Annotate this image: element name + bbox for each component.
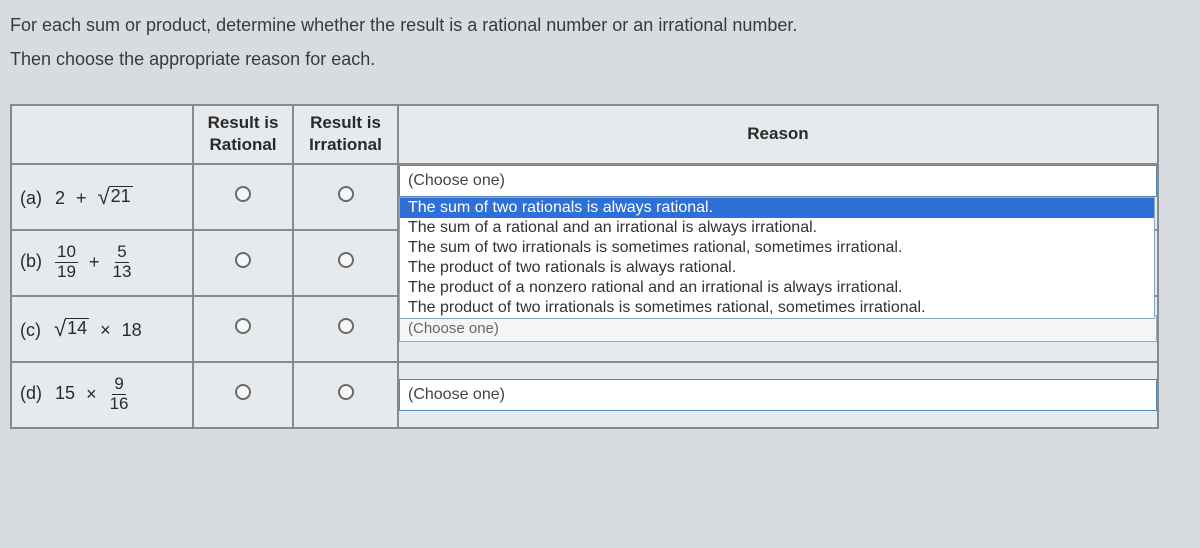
reason-c-dropdown[interactable]: (Choose one): [399, 315, 1157, 342]
c-sqrt-arg: 14: [65, 318, 89, 339]
reason-option-1[interactable]: The sum of a rational and an irrational …: [400, 218, 1154, 238]
hdr-irrational-l2: Irrational: [309, 135, 382, 154]
expr-d: (d) 15 × 9 16: [11, 362, 193, 428]
d-irrational-cell: [293, 362, 398, 428]
reason-option-0[interactable]: The sum of two rationals is always ratio…: [400, 198, 1154, 218]
b-irrational-cell: [293, 230, 398, 296]
instruction-line-1: For each sum or product, determine wheth…: [10, 8, 1190, 42]
instructions: For each sum or product, determine wheth…: [0, 0, 1200, 76]
header-row: Result is Rational Result is Irrational …: [11, 105, 1158, 163]
hdr-rational-l1: Result is: [208, 113, 279, 132]
a-rational-cell: [193, 164, 293, 230]
b-frac1: 10 19: [55, 243, 78, 281]
header-rational: Result is Rational: [193, 105, 293, 163]
a-lhs: 2: [55, 188, 65, 208]
reason-a-dropdown[interactable]: (Choose one) The sum of two rationals is…: [399, 165, 1157, 197]
hdr-rational-l2: Rational: [209, 135, 276, 154]
radio-c-rational[interactable]: [235, 318, 251, 334]
radio-b-irrational[interactable]: [338, 252, 354, 268]
label-a: (a): [20, 188, 42, 208]
radio-c-irrational[interactable]: [338, 318, 354, 334]
label-b: (b): [20, 251, 42, 271]
reason-option-5[interactable]: The product of two irrationals is someti…: [400, 298, 1154, 318]
d-fd: 16: [108, 395, 131, 414]
c-rational-cell: [193, 296, 293, 362]
reason-a-options-list: The sum of two rationals is always ratio…: [399, 197, 1155, 319]
row-d: (d) 15 × 9 16 (Choose one): [11, 362, 1158, 428]
reason-d-dropdown[interactable]: (Choose one): [399, 379, 1157, 411]
radio-d-irrational[interactable]: [338, 384, 354, 400]
reason-option-3[interactable]: The product of two rationals is always r…: [400, 258, 1154, 278]
radio-a-rational[interactable]: [235, 186, 251, 202]
reason-a-selected[interactable]: (Choose one): [399, 165, 1157, 197]
reason-d-cell: (Choose one): [398, 362, 1158, 428]
instruction-line-2: Then choose the appropriate reason for e…: [10, 42, 1190, 76]
header-reason: Reason: [398, 105, 1158, 163]
a-sqrt: √ 21: [98, 184, 133, 210]
c-op: ×: [100, 320, 111, 340]
d-rational-cell: [193, 362, 293, 428]
expr-b: (b) 10 19 + 5 13: [11, 230, 193, 296]
a-op: +: [76, 188, 87, 208]
b-f1d: 19: [55, 263, 78, 282]
a-sqrt-arg: 21: [109, 186, 133, 207]
label-c: (c): [20, 320, 41, 340]
reason-option-2[interactable]: The sum of two irrationals is sometimes …: [400, 238, 1154, 258]
b-f1n: 10: [55, 243, 78, 263]
b-f2d: 13: [110, 263, 133, 282]
header-empty: [11, 105, 193, 163]
reason-a-cell: (Choose one) The sum of two rationals is…: [398, 164, 1158, 230]
c-rhs: 18: [122, 320, 142, 340]
header-irrational: Result is Irrational: [293, 105, 398, 163]
d-op: ×: [86, 384, 97, 404]
d-fn: 9: [112, 375, 125, 395]
row-a: (a) 2 + √ 21 (Choose one) The sum of two…: [11, 164, 1158, 230]
radio-a-irrational[interactable]: [338, 186, 354, 202]
c-sqrt: √ 14: [54, 316, 89, 342]
a-irrational-cell: [293, 164, 398, 230]
reason-option-4[interactable]: The product of a nonzero rational and an…: [400, 278, 1154, 298]
main-table: Result is Rational Result is Irrational …: [10, 104, 1159, 428]
hdr-irrational-l1: Result is: [310, 113, 381, 132]
b-frac2: 5 13: [110, 243, 133, 281]
d-lhs: 15: [55, 383, 75, 403]
b-op: +: [89, 252, 100, 272]
expr-c: (c) √ 14 × 18: [11, 296, 193, 362]
d-frac: 9 16: [108, 375, 131, 413]
label-d: (d): [20, 383, 42, 403]
b-f2n: 5: [115, 243, 128, 263]
b-rational-cell: [193, 230, 293, 296]
main-table-wrap: Result is Rational Result is Irrational …: [0, 76, 1200, 428]
c-irrational-cell: [293, 296, 398, 362]
radio-b-rational[interactable]: [235, 252, 251, 268]
expr-a: (a) 2 + √ 21: [11, 164, 193, 230]
radio-d-rational[interactable]: [235, 384, 251, 400]
